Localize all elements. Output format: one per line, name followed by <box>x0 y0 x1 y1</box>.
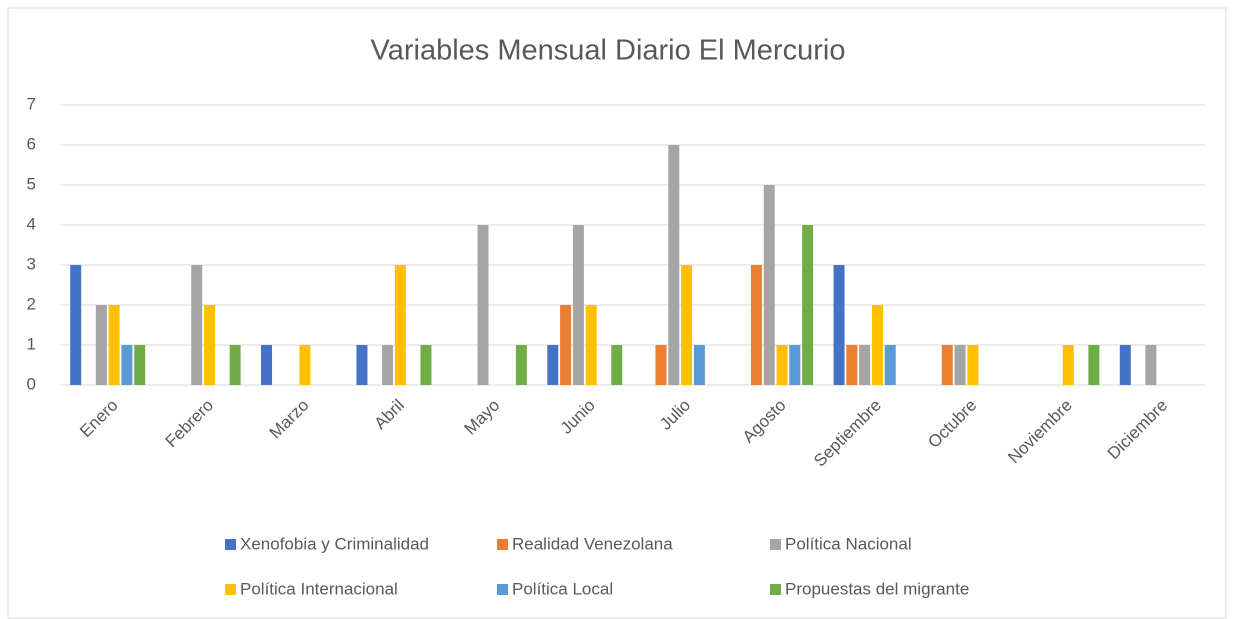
bar <box>871 305 883 385</box>
bar <box>750 265 762 385</box>
bar <box>763 185 775 385</box>
bar <box>121 345 133 385</box>
bar <box>420 345 432 385</box>
bar <box>515 345 527 385</box>
bar <box>611 345 623 385</box>
x-tick-label: Agosto <box>739 396 790 447</box>
legend-label: Realidad Venezolana <box>512 534 673 553</box>
bar <box>477 225 489 385</box>
y-tick-label: 5 <box>27 174 36 193</box>
x-tick-label: Julio <box>656 396 694 434</box>
bar <box>954 345 966 385</box>
legend-swatch <box>225 539 236 550</box>
y-tick-label: 6 <box>27 134 36 153</box>
bar <box>776 345 788 385</box>
bar <box>802 225 814 385</box>
y-tick-label: 3 <box>27 254 36 273</box>
bar <box>261 345 273 385</box>
bar <box>134 345 146 385</box>
bar <box>789 345 801 385</box>
bar <box>95 305 107 385</box>
x-tick-label: Marzo <box>266 396 313 443</box>
bar <box>70 265 82 385</box>
x-tick-label: Noviembre <box>1004 396 1076 468</box>
x-tick-label: Diciembre <box>1104 396 1172 464</box>
legend-label: Política Nacional <box>785 534 912 553</box>
bar <box>1062 345 1074 385</box>
legend-swatch <box>497 539 508 550</box>
y-tick-label: 7 <box>27 94 36 113</box>
bar <box>572 225 584 385</box>
legend-swatch <box>225 584 236 595</box>
bar <box>204 305 216 385</box>
bar <box>681 265 693 385</box>
legend-label: Política Internacional <box>240 579 398 598</box>
bar <box>560 305 572 385</box>
y-tick-label: 1 <box>27 334 36 353</box>
legend-label: Política Local <box>512 579 613 598</box>
y-tick-label: 4 <box>27 214 36 233</box>
bar <box>547 345 559 385</box>
bar <box>833 265 845 385</box>
chart-border <box>7 7 1227 619</box>
bar <box>1145 345 1157 385</box>
bar <box>846 345 858 385</box>
legend-swatch <box>497 584 508 595</box>
bar <box>859 345 871 385</box>
bar <box>1088 345 1100 385</box>
x-tick-label: Enero <box>76 396 122 442</box>
bar <box>108 305 120 385</box>
legend-swatch <box>770 584 781 595</box>
x-tick-label: Septiembre <box>810 396 885 471</box>
x-tick-label: Octubre <box>924 396 980 452</box>
bar <box>356 345 368 385</box>
legend-swatch <box>770 539 781 550</box>
x-tick-label: Abril <box>370 396 407 433</box>
bar <box>394 265 406 385</box>
y-tick-label: 0 <box>27 374 36 393</box>
x-tick-label: Febrero <box>162 396 218 452</box>
legend-label: Xenofobia y Criminalidad <box>240 534 429 553</box>
bar <box>668 145 680 385</box>
bar <box>693 345 705 385</box>
bar <box>382 345 394 385</box>
y-tick-label: 2 <box>27 294 36 313</box>
x-tick-label: Junio <box>557 396 599 438</box>
bar <box>967 345 979 385</box>
bar <box>585 305 597 385</box>
legend-label: Propuestas del migrante <box>785 579 969 598</box>
bar <box>191 265 203 385</box>
bar <box>229 345 241 385</box>
x-tick-label: Mayo <box>461 396 504 439</box>
chart-title: Variables Mensual Diario El Mercurio <box>371 35 846 67</box>
bar <box>884 345 896 385</box>
bar <box>1119 345 1131 385</box>
bar <box>941 345 953 385</box>
bar <box>655 345 667 385</box>
bar <box>299 345 311 385</box>
